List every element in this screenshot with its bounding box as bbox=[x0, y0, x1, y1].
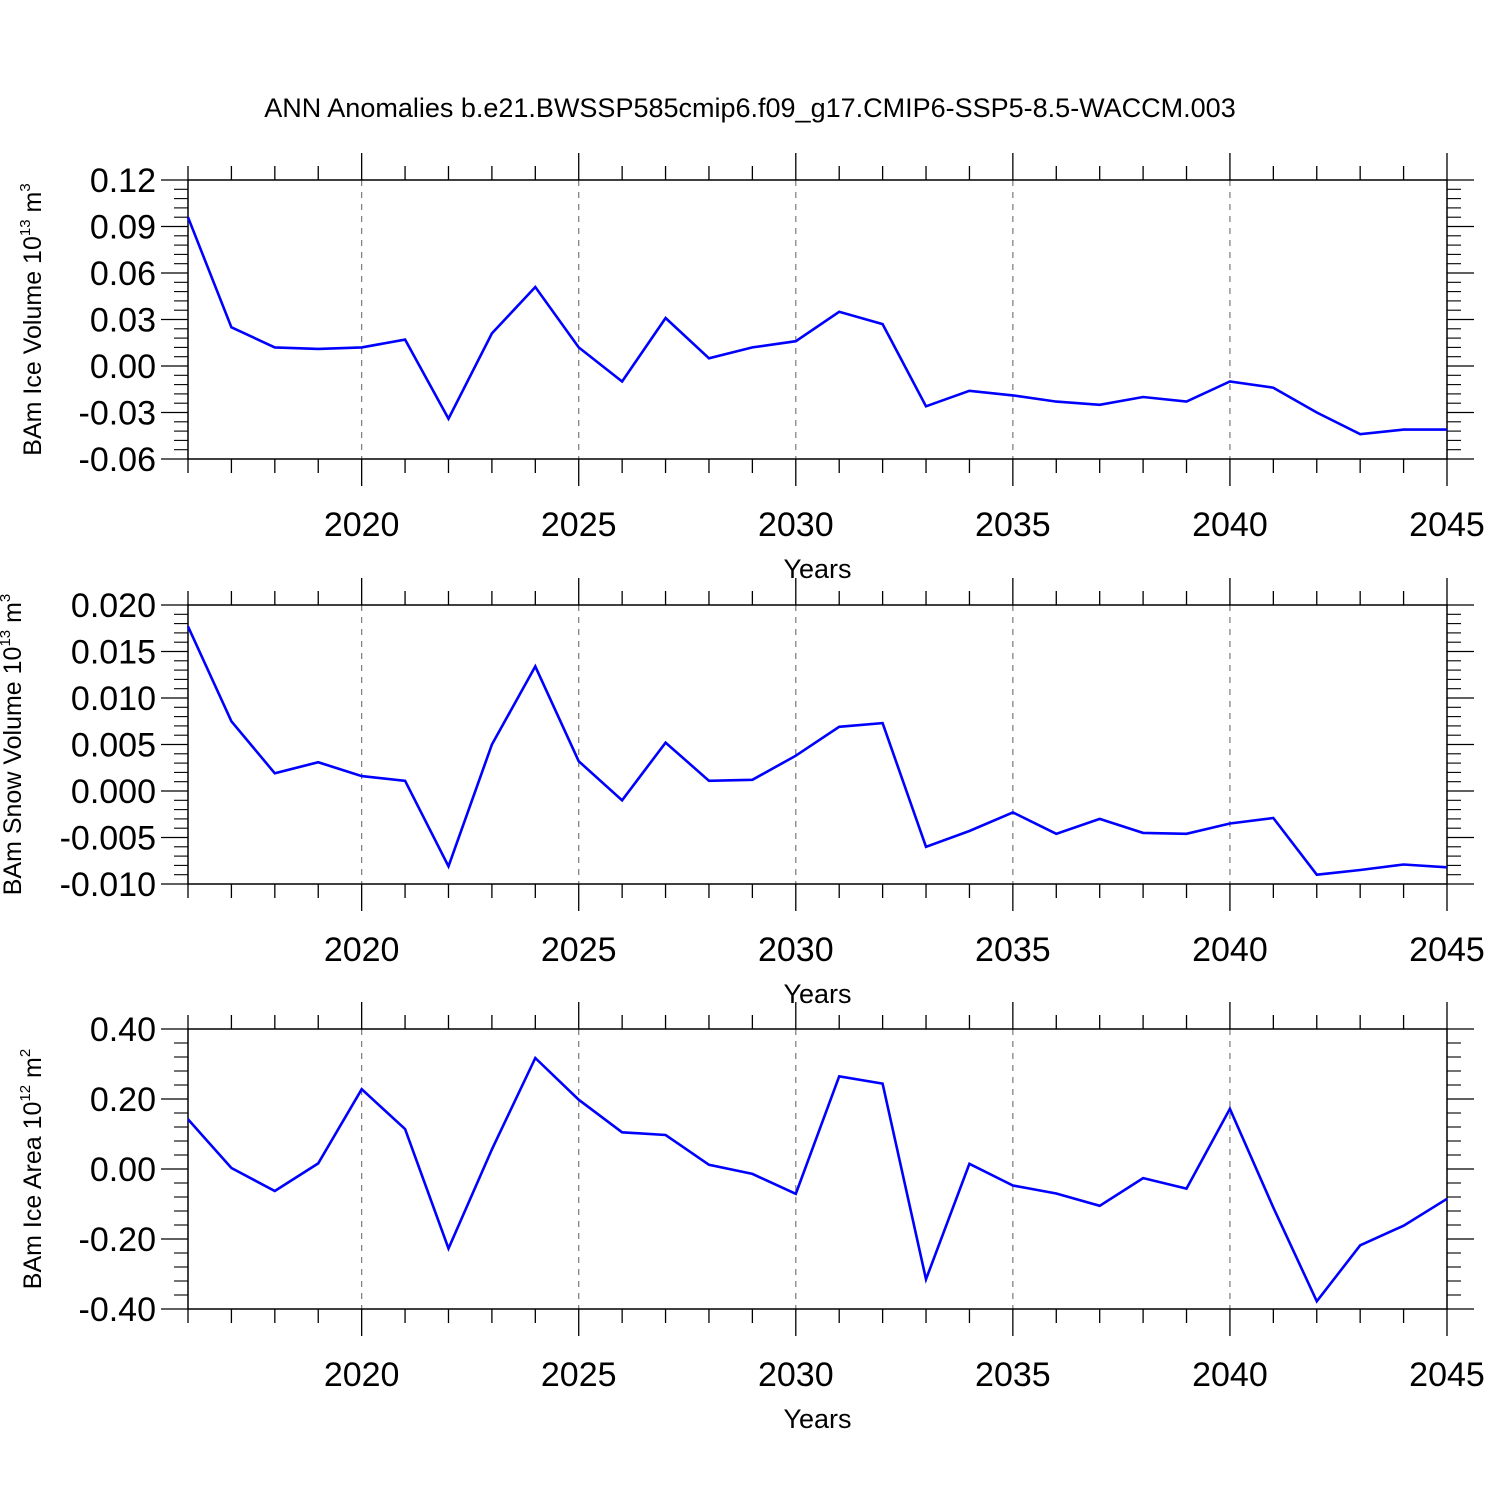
x-axis-label: Years bbox=[783, 554, 851, 584]
y-tick-label: 0.005 bbox=[71, 727, 156, 765]
y-tick-label: 0.020 bbox=[71, 587, 156, 625]
x-axis-label: Years bbox=[783, 1404, 851, 1434]
y-tick-label: -0.40 bbox=[79, 1291, 157, 1329]
x-tick-label: 2040 bbox=[1192, 1356, 1268, 1394]
y-tick-label: 0.12 bbox=[90, 162, 156, 200]
y-tick-label: -0.005 bbox=[60, 820, 156, 858]
y-tick-label: -0.010 bbox=[60, 866, 156, 904]
y-axis-label: BAm Snow Volume 1013 m3 bbox=[0, 594, 27, 896]
x-tick-label: 2045 bbox=[1409, 1356, 1485, 1394]
panel-2: 2020 2025 2030 2035 2040 2045 Years -0.010 -0.00… bbox=[0, 578, 1485, 1009]
panel-1: 2020 2025 2030 2035 2040 2045 Years -0.06 -0.03 0… bbox=[17, 153, 1485, 584]
x-tick-label: 2045 bbox=[1409, 506, 1485, 544]
x-tick-label: 2040 bbox=[1192, 931, 1268, 969]
y-tick-label: -0.20 bbox=[79, 1221, 157, 1259]
x-tick-label: 2025 bbox=[541, 1356, 617, 1394]
y-tick-label: 0.00 bbox=[90, 348, 156, 386]
x-tick-label: 2035 bbox=[975, 506, 1051, 544]
x-tick-label: 2030 bbox=[758, 1356, 834, 1394]
chart-title: ANN Anomalies b.e21.BWSSP585cmip6.f09_g1… bbox=[264, 93, 1235, 123]
x-tick-label: 2030 bbox=[758, 931, 834, 969]
x-tick-label: 2035 bbox=[975, 931, 1051, 969]
y-tick-label: 0.015 bbox=[71, 634, 156, 672]
plot-frame bbox=[187, 179, 1448, 460]
x-tick-label: 2030 bbox=[758, 506, 834, 544]
y-tick-label: -0.06 bbox=[79, 441, 157, 479]
x-tick-label: 2035 bbox=[975, 1356, 1051, 1394]
x-tick-label: 2020 bbox=[324, 506, 400, 544]
x-tick-label: 2040 bbox=[1192, 506, 1268, 544]
x-tick-label: 2020 bbox=[324, 1356, 400, 1394]
x-axis-label: Years bbox=[783, 979, 851, 1009]
y-tick-label: 0.40 bbox=[90, 1011, 156, 1049]
y-tick-label: 0.00 bbox=[90, 1151, 156, 1189]
y-tick-label: -0.03 bbox=[79, 395, 157, 433]
x-tick-label: 2025 bbox=[541, 931, 617, 969]
x-tick-label: 2020 bbox=[324, 931, 400, 969]
y-tick-label: 0.09 bbox=[90, 209, 156, 247]
x-tick-label: 2045 bbox=[1409, 931, 1485, 969]
y-tick-label: 0.20 bbox=[90, 1081, 156, 1119]
y-tick-label: 0.000 bbox=[71, 773, 156, 811]
y-tick-label: 0.06 bbox=[90, 255, 156, 293]
plot-frame bbox=[187, 1028, 1448, 1310]
y-tick-label: 0.03 bbox=[90, 302, 156, 340]
plot-frame bbox=[187, 604, 1448, 885]
series-line bbox=[187, 1055, 1448, 1304]
x-tick-label: 2025 bbox=[541, 506, 617, 544]
y-tick-label: 0.010 bbox=[71, 680, 156, 718]
y-axis-label: BAm Ice Volume 1013 m3 bbox=[17, 183, 47, 455]
series-line bbox=[186, 216, 1447, 436]
panel-3: 2020 2025 2030 2035 2040 2045 Years -0.40 -0.20 0… bbox=[17, 1002, 1485, 1434]
y-axis-label: BAm Ice Area 1012 m2 bbox=[17, 1049, 47, 1289]
series-line bbox=[186, 625, 1448, 877]
